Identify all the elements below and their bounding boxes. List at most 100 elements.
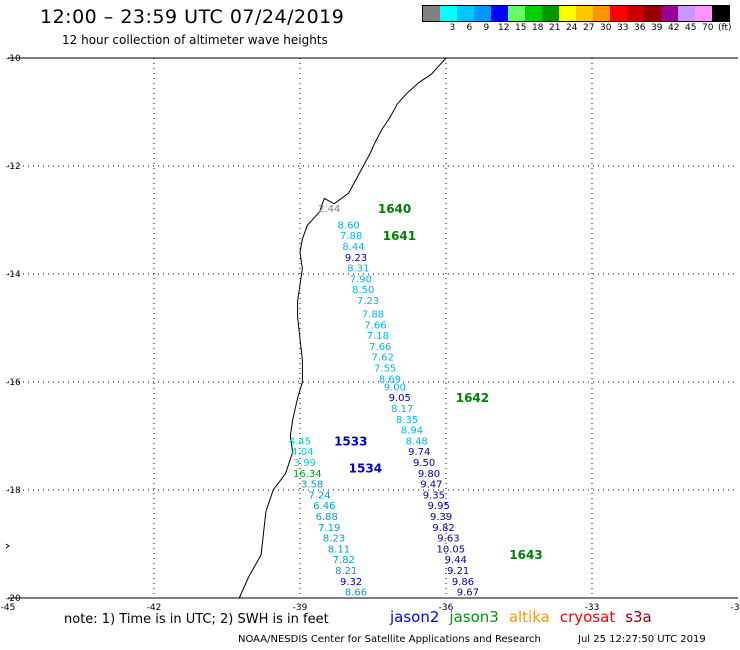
legend-swatch (559, 6, 576, 21)
wave-height-value: 7.19 (318, 523, 340, 534)
color-legend (422, 5, 730, 22)
coastline (238, 57, 447, 599)
legend-label: 18 (532, 23, 544, 33)
legend-swatch (661, 6, 678, 21)
legend-label: 24 (566, 23, 578, 33)
wave-height-value: 8.31 (347, 264, 369, 275)
lon-tick-label: -33 (585, 603, 600, 613)
legend-label: 3 (449, 23, 456, 33)
legend-label: 21 (549, 23, 561, 33)
legend-label: 12 (498, 23, 510, 33)
satellite-legend: jason2 jason3 altika cryosat s3a (390, 608, 662, 626)
wave-height-value: 9.21 (447, 566, 469, 577)
lon-tick-label: -30 (731, 603, 740, 613)
pass-label: 1641 (383, 229, 416, 243)
legend-swatch (695, 6, 712, 21)
lat-tick-label: -16 (6, 378, 21, 388)
pass-label: 1640 (378, 202, 411, 216)
wave-height-value: 9.23 (345, 253, 367, 264)
wave-height-value: 2.44 (318, 204, 340, 215)
legend-label: 70 (702, 23, 714, 33)
legend-swatch (678, 6, 695, 21)
satellite-altika: altika (508, 608, 550, 626)
wave-height-value: 8.66 (345, 588, 367, 599)
wave-height-value: 8.11 (328, 544, 350, 555)
wave-height-value: 9.39 (430, 512, 452, 523)
legend-swatch (525, 6, 542, 21)
wave-height-value: 7.90 (350, 274, 372, 285)
wave-height-value: 9.47 (420, 480, 442, 491)
legend-label: 36 (634, 23, 646, 33)
wave-height-value: 9.63 (437, 534, 459, 545)
wave-height-value: 9.95 (428, 501, 450, 512)
legend-label: 30 (600, 23, 612, 33)
wave-height-value: 8.17 (391, 404, 413, 415)
wave-height-value: 7.88 (362, 310, 384, 321)
lat-tick-label: -10 (6, 54, 21, 64)
legend-swatch (508, 6, 525, 21)
legend-swatch (610, 6, 627, 21)
legend-label: 9 (483, 23, 490, 33)
legend-swatch (712, 6, 729, 21)
wave-height-value: 7.55 (374, 364, 396, 375)
pass-label: 1534 (349, 461, 382, 475)
wave-height-value: 7.18 (367, 331, 389, 342)
wave-height-value: 7.66 (369, 342, 391, 353)
lon-tick-label: -39 (293, 603, 308, 613)
lat-tick-label: -18 (6, 486, 21, 496)
wave-height-value: 6.46 (313, 501, 335, 512)
wave-height-value: 9.35 (423, 490, 445, 501)
wave-height-value: 8.21 (335, 566, 357, 577)
lon-tick-label: -36 (439, 603, 454, 613)
legend-swatch (644, 6, 661, 21)
legend-swatch (576, 6, 593, 21)
lat-tick-label: -20 (6, 594, 21, 604)
wave-height-value: 8.94 (401, 426, 423, 437)
wave-height-value: 4.04 (291, 447, 313, 458)
wave-height-value: 7.62 (372, 353, 394, 364)
footer-credit: NOAA/NESDIS Center for Satellite Applica… (238, 634, 541, 645)
wave-height-value: 8.50 (352, 285, 374, 296)
pass-label: 1533 (334, 434, 367, 448)
legend-label: 6 (466, 23, 473, 33)
wave-height-value: 9.05 (389, 393, 411, 404)
legend-swatch (423, 6, 440, 21)
lon-tick-label: -45 (1, 603, 16, 613)
footer-note: note: 1) Time is in UTC; 2) SWH is in fe… (64, 612, 329, 627)
footer-timestamp: Jul 25 12:27:50 UTC 2019 (578, 634, 706, 645)
wave-height-value: 9.86 (452, 577, 474, 588)
wave-height-value: 8.69 (379, 374, 401, 385)
wave-height-value: 9.50 (413, 458, 435, 469)
wave-height-value: 10.05 (437, 544, 466, 555)
wave-height-value: 7.23 (357, 296, 379, 307)
coastline-fragment (5, 543, 10, 549)
wave-height-value: 8.35 (396, 415, 418, 426)
legend-labels: 3 6 9 12 15 18 21 24 27 30 33 36 39 42 45 70 (ft) (422, 23, 740, 35)
wave-height-value: 9.00 (384, 382, 406, 393)
wave-height-value: 9.74 (408, 447, 430, 458)
legend-swatch (627, 6, 644, 21)
wave-height-value: 9.80 (418, 469, 440, 480)
wave-height-value: 8.48 (406, 436, 428, 447)
lon-tick-label: -42 (147, 603, 162, 613)
wave-height-value: 9.67 (457, 588, 479, 599)
wave-height-value: 9.44 (445, 555, 467, 566)
wave-height-value: 9.32 (340, 577, 362, 588)
satellite-jason2: jason2 (390, 608, 440, 626)
wave-height-value: 8.60 (338, 220, 360, 231)
wave-height-value: 7.88 (340, 231, 362, 242)
legend-label: 27 (583, 23, 595, 33)
legend-label: 33 (617, 23, 629, 33)
wave-height-value: 7.66 (364, 320, 386, 331)
map-title: 12:00 – 23:59 UTC 07/24/2019 (40, 6, 345, 28)
legend-swatch (457, 6, 474, 21)
wave-height-value: 16.34 (293, 469, 322, 480)
legend-swatch (542, 6, 559, 21)
legend-unit: (ft) (718, 23, 732, 33)
wave-height-value: 4.45 (289, 436, 311, 447)
legend-label: 15 (515, 23, 527, 33)
legend-swatch (474, 6, 491, 21)
wave-height-value: 9.82 (432, 523, 454, 534)
satellite-cryosat: cryosat (559, 608, 616, 626)
